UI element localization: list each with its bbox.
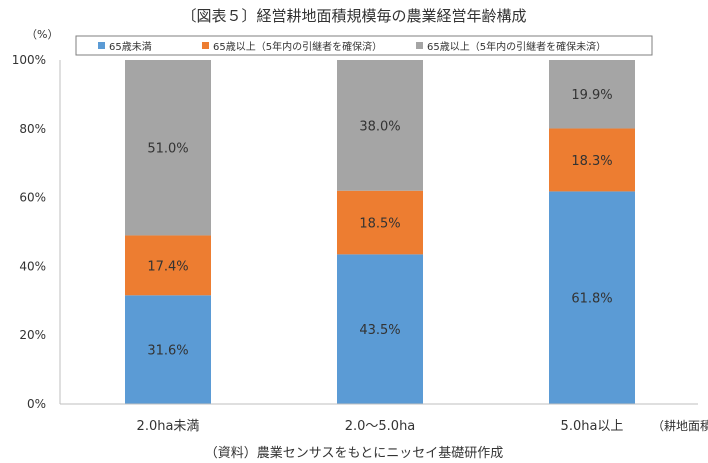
legend-label: 65歳未満 [109, 41, 152, 53]
bar-segment [125, 60, 211, 236]
chart-title: 〔図表５〕経営耕地面積規模毎の農業経営年齢構成 [181, 7, 526, 25]
legend-swatch [202, 42, 209, 49]
data-label: 31.6% [147, 344, 188, 359]
y-tick-label: 20% [19, 328, 46, 342]
y-axis-unit: （%） [26, 28, 58, 41]
bar-segment [337, 190, 423, 255]
data-label: 38.0% [359, 119, 400, 134]
source-note: （資料）農業センサスをもとにニッセイ基礎研作成 [205, 445, 503, 461]
x-axis: 2.0ha未満 2.0～5.0ha 5.0ha以上 [137, 419, 624, 434]
data-label: 18.3% [571, 154, 612, 169]
plot-area: 31.6% 17.4% 51.0% 43.5% 18.5% 38.0% 61.8% 18.3%… [125, 60, 635, 404]
data-label: 17.4% [147, 259, 188, 274]
data-label: 19.9% [571, 88, 612, 103]
legend-label: 65歳以上（5年内の引継者を確保未済） [427, 40, 606, 53]
y-tick-label: 80% [19, 122, 46, 136]
legend-box [75, 35, 653, 56]
bar-segment [549, 191, 635, 404]
x-tick-label: 2.0～5.0ha [345, 419, 416, 434]
legend-swatch [98, 42, 105, 49]
bar-segment [549, 128, 635, 192]
data-label: 18.5% [359, 217, 400, 232]
y-tick-label: 40% [19, 259, 46, 273]
y-tick-label: 60% [19, 191, 46, 205]
data-label: 51.0% [147, 142, 188, 157]
data-label: 43.5% [359, 323, 400, 338]
bar-segment [337, 60, 423, 191]
y-axis: 0% 20% 40% 60% 80% 100% [12, 53, 46, 411]
x-axis-label: （耕地面積 [652, 418, 708, 433]
legend-label: 65歳以上（5年内の引継者を確保済） [213, 40, 382, 53]
y-tick-label: 100% [12, 53, 46, 67]
legend: 65歳未満 65歳以上（5年内の引継者を確保済） 65歳以上（5年内の引継者を確保未… [75, 35, 653, 56]
legend-swatch [416, 42, 423, 49]
bar-segment [549, 60, 635, 129]
bar-segment [125, 235, 211, 296]
data-label: 61.8% [571, 292, 612, 307]
y-tick-label: 0% [27, 397, 46, 411]
bar-segment [125, 295, 211, 404]
x-tick-label: 2.0ha未満 [137, 419, 200, 434]
bar-segment [337, 254, 423, 404]
x-tick-label: 5.0ha以上 [561, 419, 624, 434]
